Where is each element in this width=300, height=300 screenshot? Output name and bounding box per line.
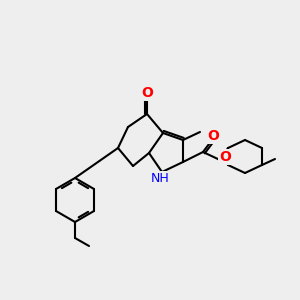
Text: O: O xyxy=(141,86,153,100)
Text: O: O xyxy=(207,129,219,143)
Text: NH: NH xyxy=(151,172,169,185)
Text: O: O xyxy=(219,150,231,164)
